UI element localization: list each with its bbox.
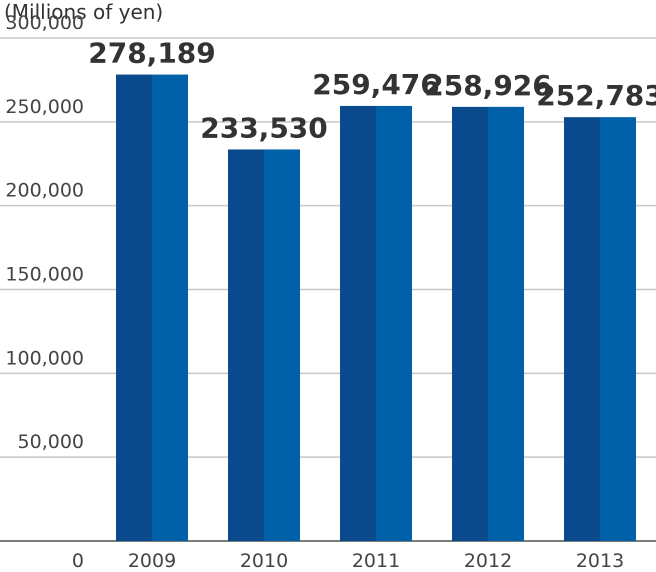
x-tick-label-2012: 2012 [464,550,512,572]
data-label-2011: 259,476 [312,68,440,101]
bar-shade-dark [116,74,152,542]
y-tick-label: 200,000 [5,180,84,202]
x-tick-label-2013: 2013 [576,550,624,572]
bar-2011 [340,105,412,541]
bar-shade-light [488,106,524,542]
y-tick-label: 100,000 [5,347,84,369]
data-label-2013: 252,783 [536,79,656,112]
y-tick-label: 150,000 [5,264,84,286]
bars [116,74,636,542]
bar-2009 [116,74,188,542]
bar-shade-light [152,74,188,542]
data-label-2012: 258,926 [424,69,552,102]
bar-shade-light [600,117,636,541]
x-tick-label-2009: 2009 [128,550,176,572]
x-tick-label-2010: 2010 [240,550,288,572]
y-tick-label: 0 [72,550,84,572]
x-tick-label-2011: 2011 [352,550,400,572]
data-label-2010: 233,530 [200,111,328,144]
y-tick-label: 300,000 [5,12,84,34]
bar-2010 [228,149,300,541]
bar-shade-dark [564,117,600,541]
bar-2012 [452,106,524,542]
bar-shade-dark [452,106,488,542]
tick-labels: 0 50,000 100,000 150,000 200,000 250,000 300,0… [5,12,624,572]
unit-label: (Millions of yen) [4,0,163,24]
gridlines [0,37,656,542]
y-tick-label: 250,000 [5,96,84,118]
bar-shade-light [264,149,300,541]
bar-2013 [564,117,636,541]
bar-shade-dark [228,149,264,541]
bar-shade-dark [340,105,376,541]
data-label-2009: 278,189 [88,37,216,70]
bar-shade-light [376,105,412,541]
y-tick-label: 50,000 [18,431,84,453]
